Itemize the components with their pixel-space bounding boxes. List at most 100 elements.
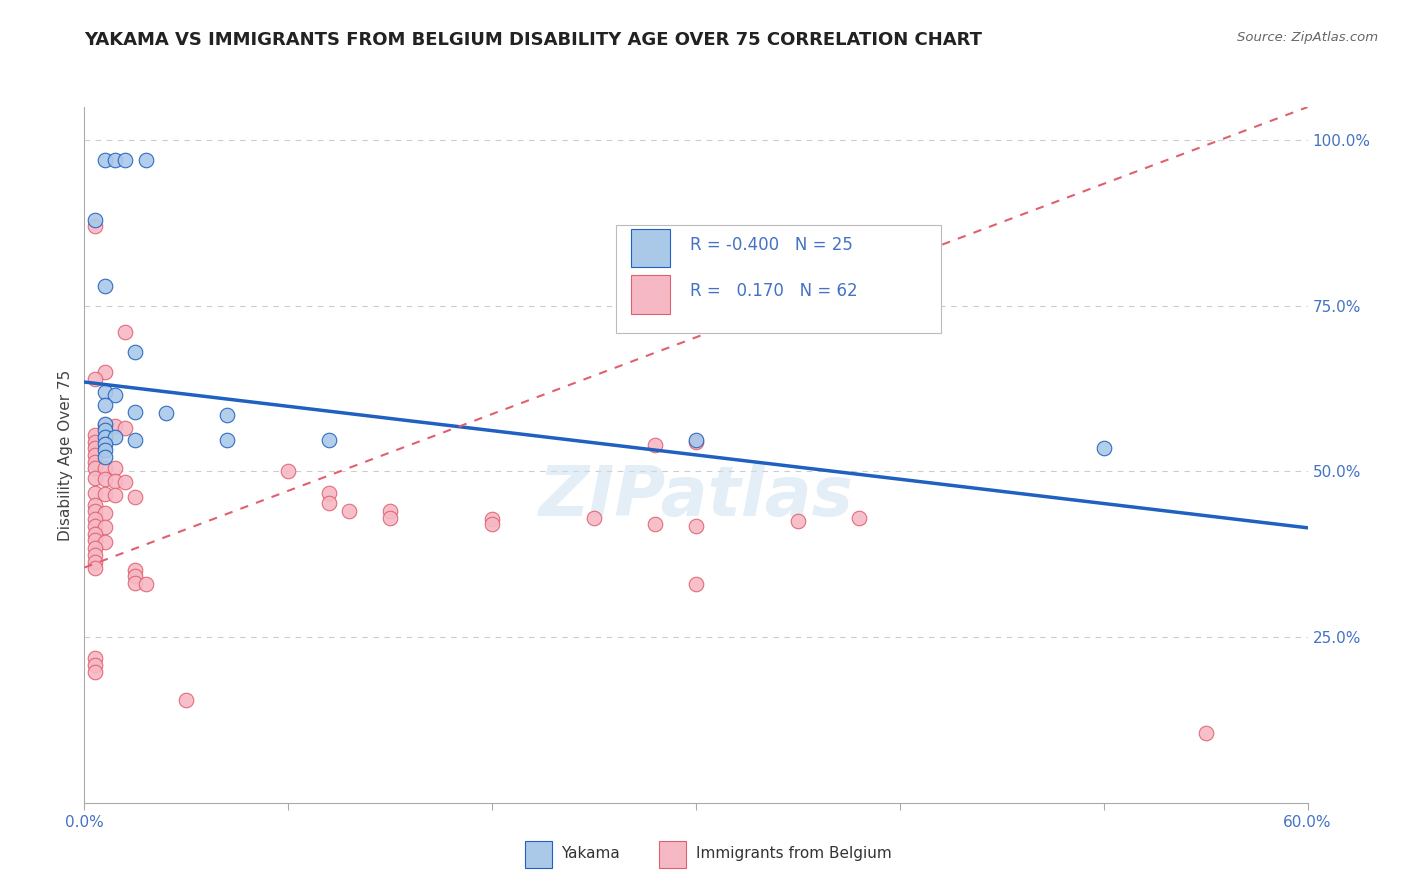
Point bbox=[1195, 726, 1218, 740]
Point bbox=[83, 561, 105, 575]
Point bbox=[83, 212, 105, 227]
Point bbox=[83, 485, 105, 500]
Point bbox=[685, 518, 707, 533]
Point bbox=[93, 450, 117, 464]
Point bbox=[83, 448, 105, 462]
Point bbox=[104, 461, 127, 475]
Point bbox=[93, 153, 117, 167]
Point bbox=[644, 438, 666, 452]
Point bbox=[83, 657, 105, 672]
Point bbox=[787, 514, 810, 528]
Point bbox=[318, 485, 340, 500]
Point bbox=[685, 577, 707, 591]
Point bbox=[217, 433, 239, 447]
Point bbox=[83, 665, 105, 679]
Point bbox=[83, 518, 105, 533]
Text: YAKAMA VS IMMIGRANTS FROM BELGIUM DISABILITY AGE OVER 75 CORRELATION CHART: YAKAMA VS IMMIGRANTS FROM BELGIUM DISABI… bbox=[84, 31, 983, 49]
Bar bbox=[524, 841, 551, 868]
Text: Source: ZipAtlas.com: Source: ZipAtlas.com bbox=[1237, 31, 1378, 45]
Point bbox=[176, 693, 198, 707]
Point bbox=[83, 454, 105, 468]
Y-axis label: Disability Age Over 75: Disability Age Over 75 bbox=[58, 369, 73, 541]
Point bbox=[583, 511, 606, 525]
Point bbox=[93, 461, 117, 475]
Point bbox=[318, 496, 340, 510]
Point bbox=[83, 372, 105, 386]
Text: R = -0.400   N = 25: R = -0.400 N = 25 bbox=[690, 235, 852, 254]
Point bbox=[93, 430, 117, 444]
Point bbox=[83, 555, 105, 569]
Point bbox=[114, 475, 136, 489]
Point bbox=[104, 388, 127, 402]
Point bbox=[93, 506, 117, 520]
Point bbox=[124, 345, 146, 359]
Point bbox=[124, 569, 146, 583]
Point bbox=[848, 511, 870, 525]
Point bbox=[83, 504, 105, 518]
Point bbox=[114, 326, 136, 340]
Text: Immigrants from Belgium: Immigrants from Belgium bbox=[696, 847, 891, 861]
Point bbox=[481, 517, 503, 532]
Text: Yakama: Yakama bbox=[561, 847, 620, 861]
Point bbox=[93, 430, 117, 444]
Bar bbox=[631, 276, 671, 314]
Point bbox=[83, 471, 105, 485]
Point bbox=[83, 498, 105, 512]
Point bbox=[685, 434, 707, 449]
Point bbox=[104, 488, 127, 502]
Point bbox=[83, 442, 105, 456]
Bar bbox=[659, 841, 686, 868]
Point bbox=[104, 419, 127, 434]
Point bbox=[83, 651, 105, 665]
Point bbox=[93, 436, 117, 450]
Point bbox=[93, 520, 117, 534]
Point bbox=[83, 533, 105, 548]
Point bbox=[93, 398, 117, 412]
Point bbox=[83, 541, 105, 556]
Point bbox=[93, 417, 117, 431]
Point bbox=[93, 472, 117, 486]
Point bbox=[124, 490, 146, 504]
Point bbox=[155, 406, 177, 420]
Point bbox=[93, 424, 117, 438]
Point bbox=[685, 433, 707, 447]
Point bbox=[104, 474, 127, 488]
Point bbox=[104, 153, 127, 167]
Point bbox=[114, 153, 136, 167]
Text: ZIPatlas: ZIPatlas bbox=[538, 463, 853, 530]
Point bbox=[339, 504, 361, 518]
Point bbox=[124, 575, 146, 590]
Point bbox=[380, 504, 402, 518]
Bar bbox=[631, 229, 671, 267]
Point bbox=[83, 434, 105, 449]
Point bbox=[93, 418, 117, 433]
Point bbox=[93, 279, 117, 293]
Point bbox=[217, 408, 239, 422]
Point bbox=[481, 512, 503, 526]
Point bbox=[277, 465, 299, 479]
Point bbox=[83, 512, 105, 526]
Point bbox=[114, 421, 136, 435]
Point bbox=[83, 548, 105, 562]
Point bbox=[380, 511, 402, 525]
Point bbox=[83, 461, 105, 475]
FancyBboxPatch shape bbox=[616, 226, 941, 334]
Point bbox=[104, 430, 127, 444]
Point bbox=[93, 487, 117, 501]
Point bbox=[93, 384, 117, 399]
Point bbox=[93, 443, 117, 458]
Point bbox=[1092, 442, 1115, 456]
Point bbox=[135, 153, 157, 167]
Point bbox=[135, 577, 157, 591]
Point bbox=[644, 517, 666, 532]
Point bbox=[124, 563, 146, 577]
Point bbox=[318, 433, 340, 447]
Point bbox=[83, 219, 105, 234]
Point bbox=[124, 405, 146, 419]
Point bbox=[124, 433, 146, 447]
Point bbox=[93, 365, 117, 379]
Point bbox=[83, 526, 105, 541]
Text: R =   0.170   N = 62: R = 0.170 N = 62 bbox=[690, 283, 858, 301]
Point bbox=[83, 428, 105, 442]
Point bbox=[93, 534, 117, 549]
